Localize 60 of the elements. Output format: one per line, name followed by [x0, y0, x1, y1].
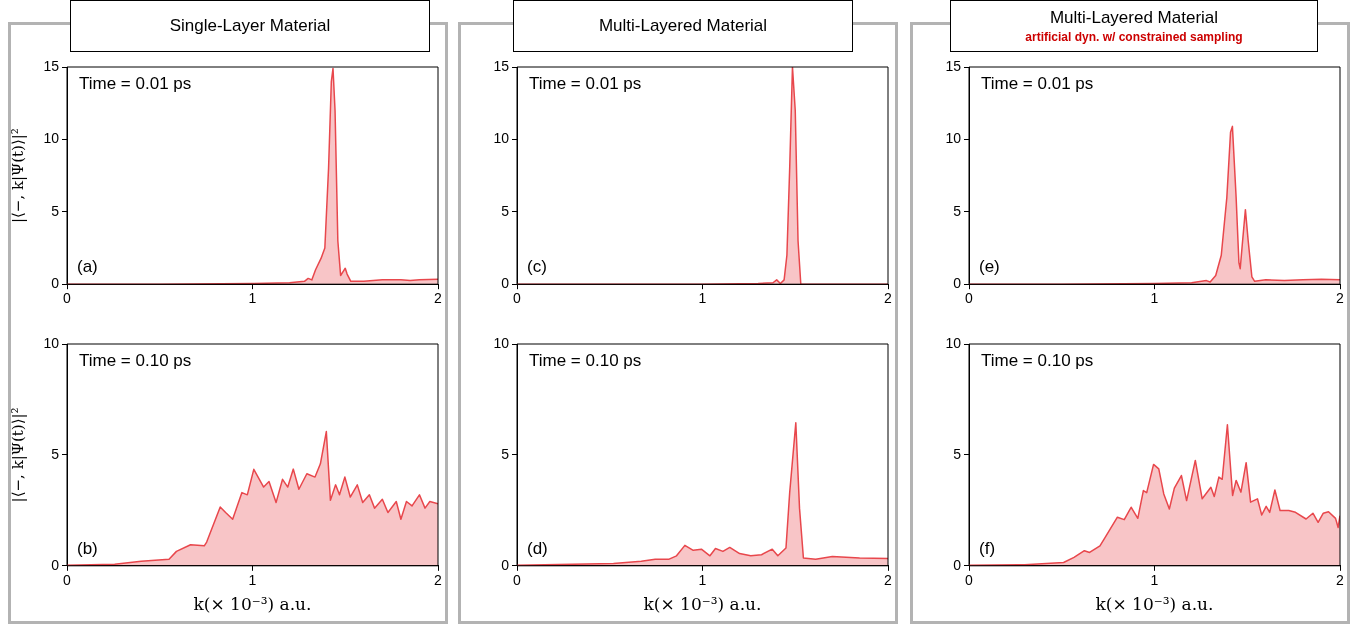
annotation: Time = 0.01 ps	[529, 74, 642, 94]
annotation: (d)	[527, 538, 548, 558]
annotation: Time = 0.10 ps	[79, 351, 192, 371]
annotation: (e)	[979, 257, 1000, 277]
x-tick-label: 0	[965, 572, 974, 589]
x-tick-label: 0	[63, 290, 72, 307]
x-tick-label: 0	[965, 290, 974, 307]
annotation: (c)	[527, 257, 547, 277]
y-tick-label: 10	[945, 334, 962, 351]
x-tick-label: 1	[698, 290, 707, 307]
x-tick-label: 2	[884, 290, 893, 307]
x-tick-label: 1	[1150, 290, 1159, 307]
x-tick-label: 2	[434, 290, 443, 307]
annotation: Time = 0.01 ps	[79, 74, 192, 94]
y-tick-label: 5	[501, 445, 510, 462]
x-tick-label: 1	[248, 290, 257, 307]
y-tick-label: 0	[51, 275, 60, 292]
y-tick-label: 0	[51, 556, 60, 573]
y-tick-label: 5	[501, 202, 510, 219]
annotation: Time = 0.01 ps	[981, 74, 1094, 94]
annotation: (b)	[77, 538, 98, 558]
x-tick-label: 2	[884, 572, 893, 589]
y-tick-label: 0	[953, 556, 962, 573]
y-tick-label: 0	[953, 275, 962, 292]
y-tick-label: 5	[953, 445, 962, 462]
annotation: (f)	[979, 538, 996, 558]
y-tick-label: 10	[493, 130, 510, 147]
x-tick-label: 1	[248, 572, 257, 589]
y-tick-label: 10	[945, 130, 962, 147]
y-tick-label: 5	[51, 202, 60, 219]
annotation: Time = 0.10 ps	[981, 351, 1094, 371]
x-tick-label: 0	[513, 290, 522, 307]
y-tick-label: 0	[501, 275, 510, 292]
y-tick-label: 15	[43, 57, 60, 74]
x-tick-label: 1	[698, 572, 707, 589]
y-tick-label: 5	[51, 445, 60, 462]
chart-title: Multi-Layered Material	[598, 16, 768, 36]
x-tick-label: 2	[1336, 572, 1345, 589]
x-tick-label: 2	[434, 572, 443, 589]
chart-title: Single-Layer Material	[169, 16, 331, 36]
chart-subtitle: artificial dyn. w/ constrained sampling	[1025, 30, 1243, 44]
x-axis-title: k(× 10⁻³) a.u.	[643, 594, 762, 615]
x-tick-label: 0	[63, 572, 72, 589]
y-tick-label: 10	[493, 334, 510, 351]
y-tick-label: 15	[945, 57, 962, 74]
y-tick-label: 10	[43, 334, 60, 351]
x-tick-label: 0	[513, 572, 522, 589]
x-tick-label: 2	[1336, 290, 1345, 307]
x-tick-label: 1	[1150, 572, 1159, 589]
chart-title: Multi-Layered Material	[1049, 8, 1219, 28]
annotation: Time = 0.10 ps	[529, 351, 642, 371]
y-axis-title: |⟨−, k|Ψ(t)⟩|²	[8, 407, 27, 503]
y-tick-label: 15	[493, 57, 510, 74]
y-tick-label: 5	[953, 202, 962, 219]
annotation: (a)	[77, 257, 98, 277]
x-axis-title: k(× 10⁻³) a.u.	[193, 594, 312, 615]
y-tick-label: 10	[43, 130, 60, 147]
x-axis-title: k(× 10⁻³) a.u.	[1095, 594, 1214, 615]
y-tick-label: 0	[501, 556, 510, 573]
y-axis-title: |⟨−, k|Ψ(t)⟩|²	[8, 128, 27, 224]
